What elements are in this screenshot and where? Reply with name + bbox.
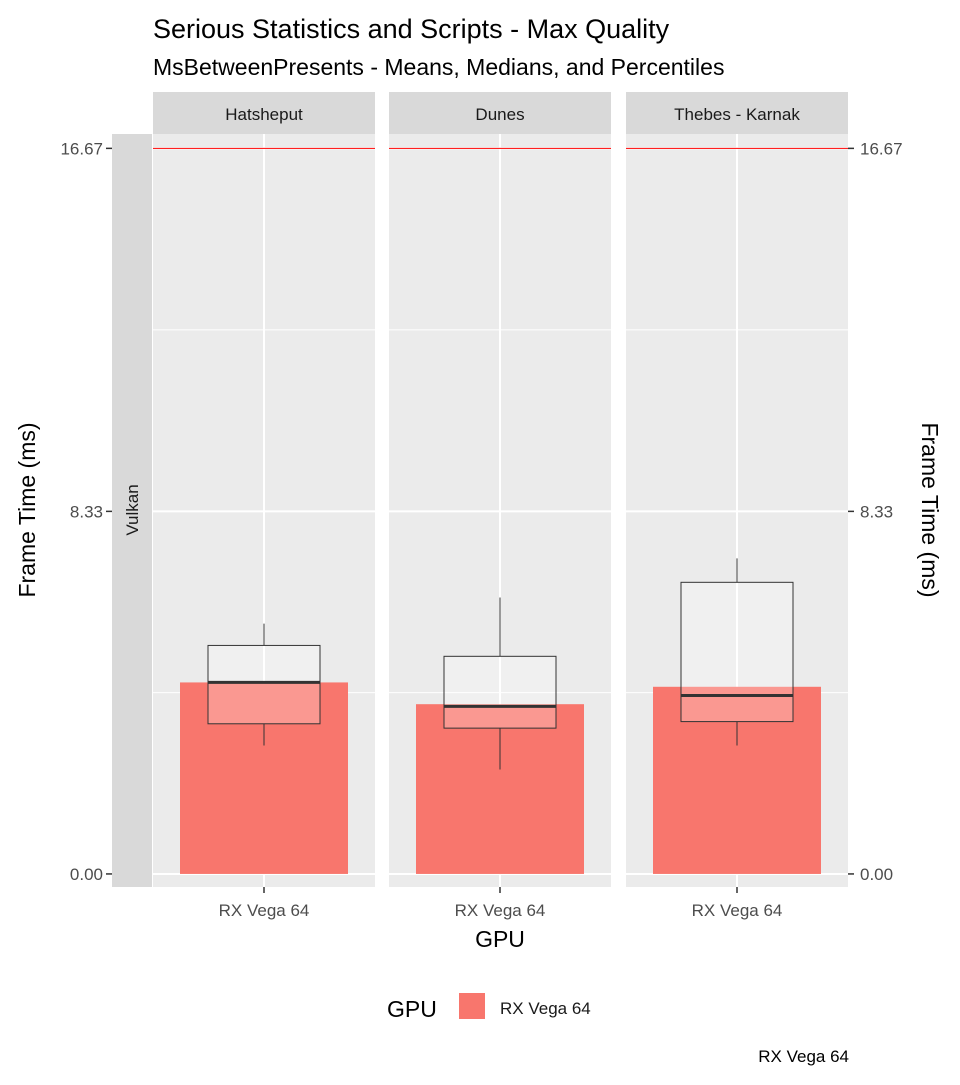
facet-strip-label: Dunes [475, 105, 524, 124]
x-axis-title: GPU [475, 926, 525, 952]
caption: RX Vega 64 [758, 1047, 849, 1066]
facet-panel: Dunes RX Vega 64 [389, 92, 611, 920]
facet-strip-label: Thebes - Karnak [674, 105, 800, 124]
strip-label: Vulkan [123, 484, 142, 535]
facet-strip [389, 92, 611, 134]
y-axis-title-right: Frame Time (ms) [917, 422, 943, 597]
x-tick-label: RX Vega 64 [455, 901, 546, 920]
legend-key [459, 993, 485, 1019]
chart-subtitle: MsBetweenPresents - Means, Medians, and … [153, 54, 724, 80]
y-tick-label-right: 8.33 [860, 502, 893, 521]
chart-title: Serious Statistics and Scripts - Max Qua… [153, 14, 670, 44]
facet-panel: Hatsheput RX Vega 64 [153, 92, 375, 920]
x-tick-label: RX Vega 64 [219, 901, 310, 920]
y-tick-label-right: 0.00 [860, 865, 893, 884]
facet-strip [153, 92, 375, 134]
axes: 0.00 0.00 8.33 8.33 16.67 16.67 [60, 139, 902, 884]
facet-strip-label: Hatsheput [225, 105, 303, 124]
x-tick-label: RX Vega 64 [692, 901, 783, 920]
y-tick-label-left: 16.67 [60, 139, 103, 158]
legend: GPU RX Vega 64 [387, 993, 591, 1022]
facet-strip [626, 92, 848, 134]
y-tick-label-right: 16.67 [860, 139, 903, 158]
legend-entry: RX Vega 64 [500, 999, 591, 1018]
strip-label-background [112, 134, 152, 887]
iqr-box [443, 655, 557, 729]
legend-title: GPU [387, 996, 437, 1022]
y-tick-label-left: 8.33 [70, 502, 103, 521]
y-axis-title-left: Frame Time (ms) [14, 422, 40, 597]
y-tick-label-left: 0.00 [70, 865, 103, 884]
facet-panel: Thebes - Karnak RX Vega 64 [626, 92, 848, 920]
iqr-box [207, 644, 321, 725]
iqr-box [680, 581, 794, 723]
